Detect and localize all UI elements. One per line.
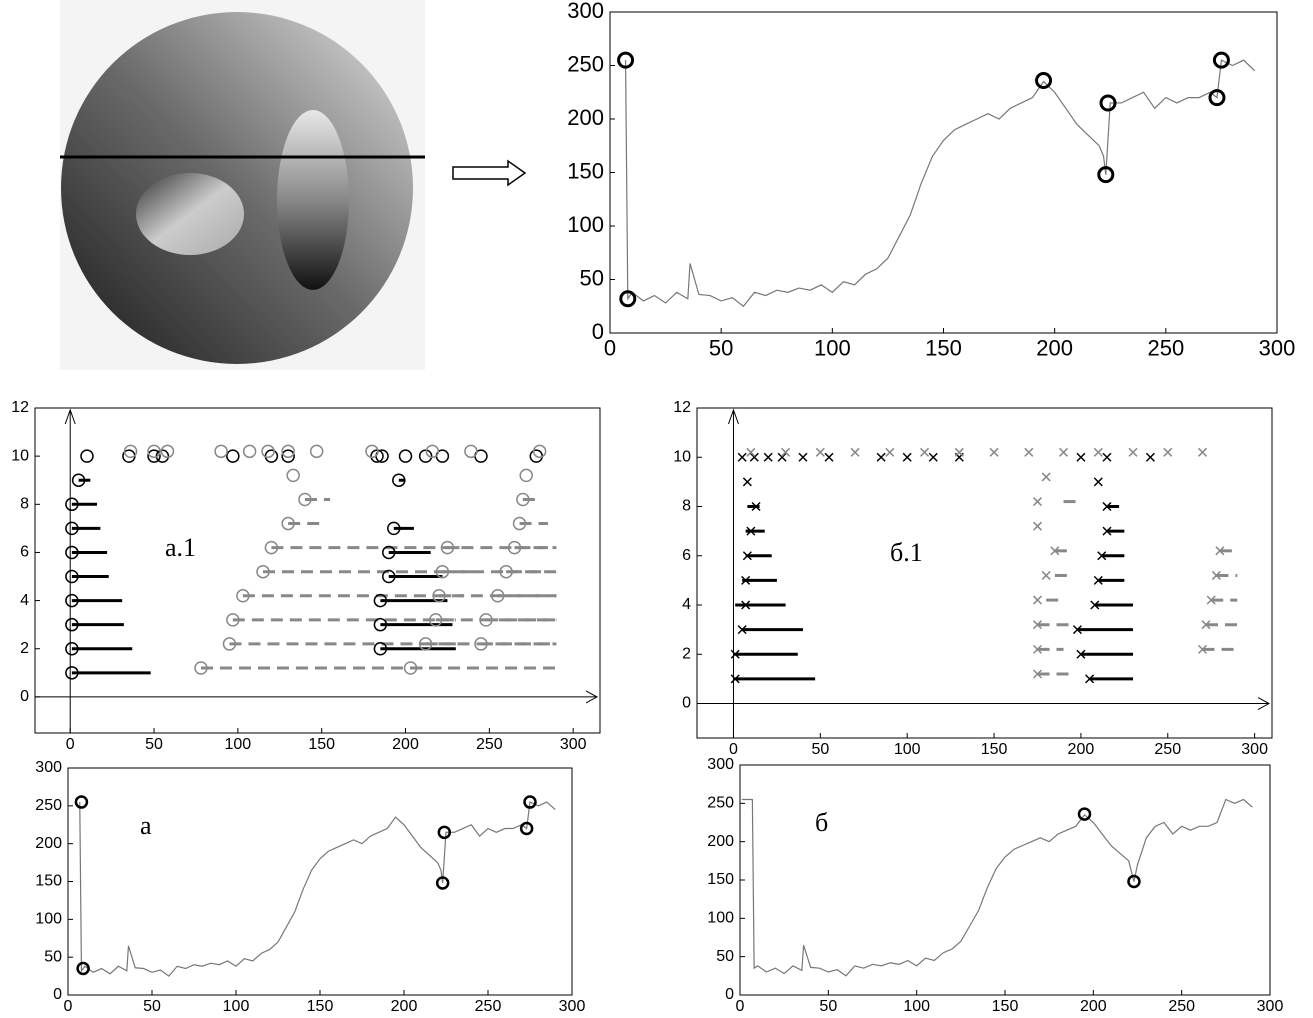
ellipse xyxy=(136,173,244,255)
y-tick-label: 200 xyxy=(35,835,62,852)
y-tick-label: 50 xyxy=(580,265,604,290)
x-tick-label: 150 xyxy=(992,998,1019,1015)
y-tick-label: 10 xyxy=(11,447,29,464)
x-tick-label: 150 xyxy=(925,335,962,360)
y-tick-label: 8 xyxy=(682,498,691,515)
y-tick-label: 0 xyxy=(725,986,734,1003)
y-tick-label: 0 xyxy=(592,319,604,344)
y-tick-label: 300 xyxy=(707,756,734,773)
x-tick-label: 250 xyxy=(1147,335,1184,360)
disc xyxy=(61,12,413,364)
annotation: б xyxy=(815,808,828,837)
x-tick-label: 0 xyxy=(736,998,745,1015)
x-tick-label: 100 xyxy=(223,998,250,1015)
x-tick-label: 150 xyxy=(981,741,1008,758)
y-tick-label: 12 xyxy=(673,399,691,416)
x-tick-label: 100 xyxy=(894,741,921,758)
y-tick-label: 2 xyxy=(682,645,691,662)
ellipse xyxy=(277,110,349,290)
chart: 0 50 100 150 200 250 300 0 50 100 150 200 250 300 б xyxy=(707,756,1283,1015)
x-tick-label: 200 xyxy=(392,736,419,753)
x-tick-label: 100 xyxy=(814,335,851,360)
annotation: а.1 xyxy=(165,533,196,562)
y-tick-label: 100 xyxy=(35,911,62,928)
y-tick-label: 100 xyxy=(567,212,604,237)
x-tick-label: 150 xyxy=(308,736,335,753)
y-tick-label: 12 xyxy=(11,399,29,416)
y-tick-label: 100 xyxy=(707,910,734,927)
arrow xyxy=(453,161,525,185)
y-tick-label: 250 xyxy=(35,797,62,814)
x-tick-label: 300 xyxy=(559,998,586,1015)
x-tick-label: 250 xyxy=(1154,741,1181,758)
x-tick-label: 300 xyxy=(1241,741,1268,758)
x-tick-label: 100 xyxy=(903,998,930,1015)
y-tick-label: 150 xyxy=(567,158,604,183)
annotation: а xyxy=(140,811,152,840)
x-tick-label: 200 xyxy=(1036,335,1073,360)
y-tick-label: 300 xyxy=(567,0,604,23)
plot-frame xyxy=(610,12,1277,333)
x-tick-label: 250 xyxy=(476,736,503,753)
x-tick-label: 50 xyxy=(709,335,733,360)
y-tick-label: 0 xyxy=(682,695,691,712)
y-tick-label: 6 xyxy=(682,547,691,564)
y-tick-label: 10 xyxy=(673,448,691,465)
x-tick-label: 250 xyxy=(1168,998,1195,1015)
x-tick-label: 150 xyxy=(307,998,334,1015)
x-tick-label: 50 xyxy=(145,736,163,753)
x-tick-label: 200 xyxy=(1080,998,1107,1015)
y-tick-label: 4 xyxy=(20,592,29,609)
y-tick-label: 150 xyxy=(707,871,734,888)
x-tick-label: 100 xyxy=(225,736,252,753)
chart: 0 50 100 150 200 250 300 0 50 100 150 200 250 300 xyxy=(567,0,1295,360)
y-tick-label: 6 xyxy=(20,544,29,561)
y-tick-label: 200 xyxy=(567,105,604,130)
chart: 050100150200250300024681012б.1 xyxy=(673,399,1272,758)
y-tick-label: 50 xyxy=(44,948,62,965)
plot-frame xyxy=(68,768,572,995)
x-tick-label: 300 xyxy=(1259,335,1296,360)
y-tick-label: 250 xyxy=(707,795,734,812)
y-tick-label: 0 xyxy=(20,688,29,705)
phantom-image xyxy=(60,0,425,370)
plot-frame xyxy=(740,765,1270,995)
y-tick-label: 8 xyxy=(20,496,29,513)
x-tick-label: 0 xyxy=(66,736,75,753)
x-tick-label: 300 xyxy=(1257,998,1284,1015)
x-tick-label: 50 xyxy=(143,998,161,1015)
x-tick-label: 50 xyxy=(819,998,837,1015)
y-tick-label: 150 xyxy=(35,873,62,890)
y-tick-label: 4 xyxy=(682,596,691,613)
x-tick-label: 0 xyxy=(604,335,616,360)
y-tick-label: 50 xyxy=(716,948,734,965)
figure: 0501001502002503000501001502002503000501… xyxy=(0,0,1313,1018)
x-tick-label: 0 xyxy=(64,998,73,1015)
x-tick-label: 200 xyxy=(391,998,418,1015)
y-tick-label: 0 xyxy=(53,986,62,1003)
y-tick-label: 2 xyxy=(20,640,29,657)
x-tick-label: 200 xyxy=(1068,741,1095,758)
x-tick-label: 250 xyxy=(475,998,502,1015)
chart: 0 50 100 150 200 250 300 0 2 4 6 8 10 12 а.1 xyxy=(11,399,600,753)
y-tick-label: 300 xyxy=(35,759,62,776)
x-tick-label: 300 xyxy=(560,736,587,753)
x-tick-label: 50 xyxy=(811,741,829,758)
y-tick-label: 250 xyxy=(567,51,604,76)
chart: 0 50 100 150 200 250 300 0 50 100 150 200 250 300 а xyxy=(35,759,585,1015)
annotation: б.1 xyxy=(890,538,923,567)
y-tick-label: 200 xyxy=(707,833,734,850)
